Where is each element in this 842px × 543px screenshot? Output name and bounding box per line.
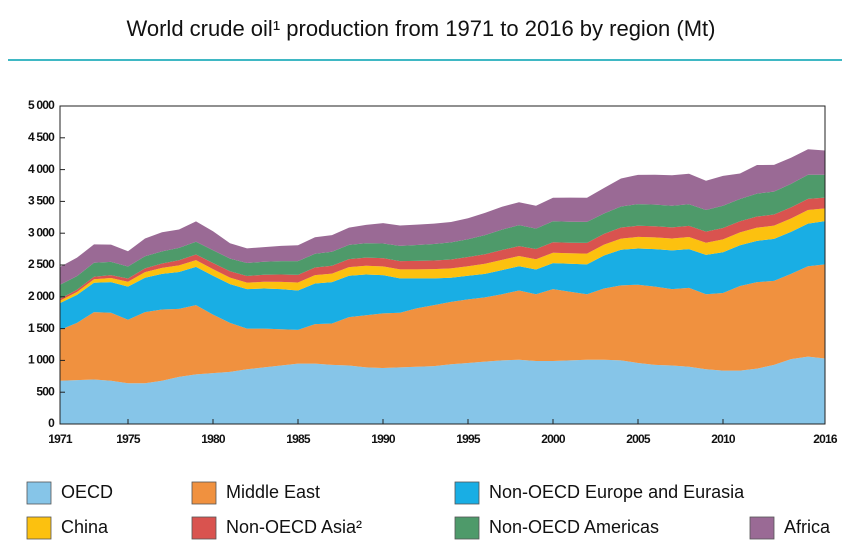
x-tick-label: 1971 [48, 432, 73, 446]
x-tick-label: 2010 [711, 432, 736, 446]
y-tick-label: 0 [48, 416, 55, 430]
y-tick-label: 3 500 [28, 194, 55, 208]
area [60, 356, 825, 424]
legend-label: China [61, 517, 109, 537]
chart-title: World crude oil¹ production from 1971 to… [127, 16, 716, 41]
y-tick-label: 1 000 [28, 353, 55, 367]
legend-label: Non-OECD Americas [489, 517, 659, 537]
legend-label: OECD [61, 482, 113, 502]
legend-swatch [191, 481, 217, 505]
legend-swatch [454, 516, 480, 540]
y-tick-label: 2 500 [28, 257, 55, 271]
legend-swatch [191, 516, 217, 540]
legend-label: Africa [784, 517, 831, 537]
x-tick-label: 2005 [626, 432, 651, 446]
y-tick-label: 3 000 [28, 225, 55, 239]
area [60, 149, 825, 285]
x-tick-label: 1995 [456, 432, 481, 446]
legend-swatch [749, 516, 775, 540]
legend-label: Non-OECD Europe and Eurasia [489, 482, 745, 502]
x-tick-label: 1980 [201, 432, 226, 446]
legend-swatch [26, 516, 52, 540]
x-tick-label: 1975 [116, 432, 141, 446]
area [60, 264, 825, 384]
x-tick-label: 1990 [371, 432, 396, 446]
legend-label: Middle East [226, 482, 320, 502]
y-tick-label: 500 [36, 384, 55, 398]
x-tick-label: 2000 [541, 432, 566, 446]
y-tick-label: 1 500 [28, 321, 55, 335]
area [60, 174, 825, 299]
y-tick-label: 2 000 [28, 289, 55, 303]
x-tick-label: 1985 [286, 432, 311, 446]
x-tick-label: 2016 [813, 432, 838, 446]
legend-swatch [26, 481, 52, 505]
area [60, 221, 825, 330]
legend-swatch [454, 481, 480, 505]
legend-label: Non-OECD Asia² [226, 517, 362, 537]
y-tick-label: 5 000 [28, 98, 55, 112]
y-tick-label: 4 500 [28, 130, 55, 144]
y-tick-label: 4 000 [28, 162, 55, 176]
